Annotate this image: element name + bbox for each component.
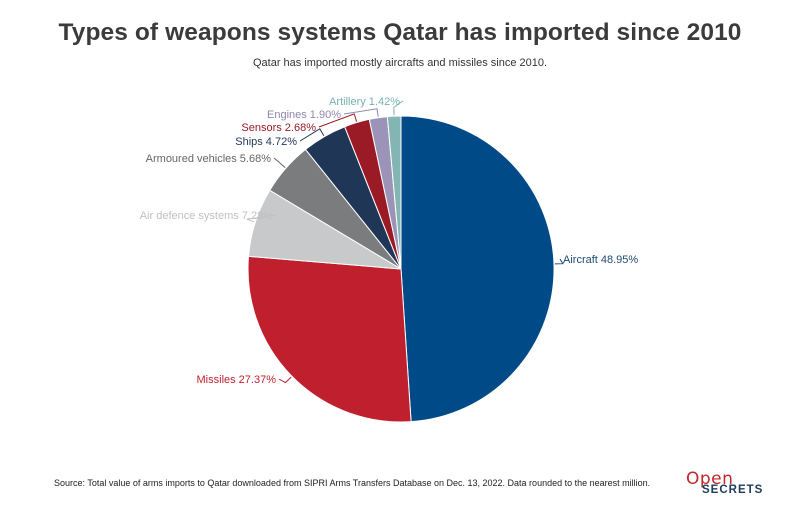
chart-subtitle: Qatar has imported mostly aircrafts and …: [252, 57, 548, 69]
opensecrets-logo: Open SECRETS: [684, 469, 768, 498]
label-artillery: Artillery 1.42%: [329, 96, 400, 108]
logo-open-text: Open: [686, 469, 734, 489]
source-note: Source: Total value of arms imports to Q…: [54, 478, 651, 488]
label-armoured-vehicles: Armoured vehicles 5.68%: [146, 153, 272, 165]
label-aircraft: Aircraft 48.95%: [563, 254, 638, 266]
leader-missiles: [278, 376, 292, 384]
leader-aircraft: [554, 258, 564, 265]
label-sensors: Sensors 2.68%: [241, 122, 316, 134]
leader-artillery: [393, 100, 404, 116]
label-leaders: [246, 100, 564, 384]
label-engines: Engines 1.90%: [267, 109, 341, 121]
label-missiles: Missiles 27.37%: [197, 374, 277, 386]
slice-labels: Aircraft 48.95% Missiles 27.37% Air defenc…: [140, 96, 639, 386]
slice-aircraft[interactable]: [400, 115, 555, 423]
leader-armoured-vehicles: [273, 157, 286, 168]
chart-title: Types of weapons systems Qatar has impor…: [58, 19, 742, 46]
label-ships: Ships 4.72%: [235, 136, 297, 148]
pie-chart: Aircraft 48.95% Missiles 27.37% Air defenc…: [140, 96, 639, 423]
label-air-defence-systems: Air defence systems 7.28%: [140, 210, 274, 222]
slice-missiles[interactable]: [247, 255, 412, 423]
slice-artillery[interactable]: [386, 115, 402, 270]
logo-secrets-text: SECRETS: [702, 484, 764, 496]
leader-engines: [343, 108, 379, 117]
pie-slices: [247, 115, 555, 423]
leader-ships: [299, 128, 325, 142]
leader-sensors: [318, 113, 358, 128]
leader-air-defence-systems: [246, 214, 277, 223]
